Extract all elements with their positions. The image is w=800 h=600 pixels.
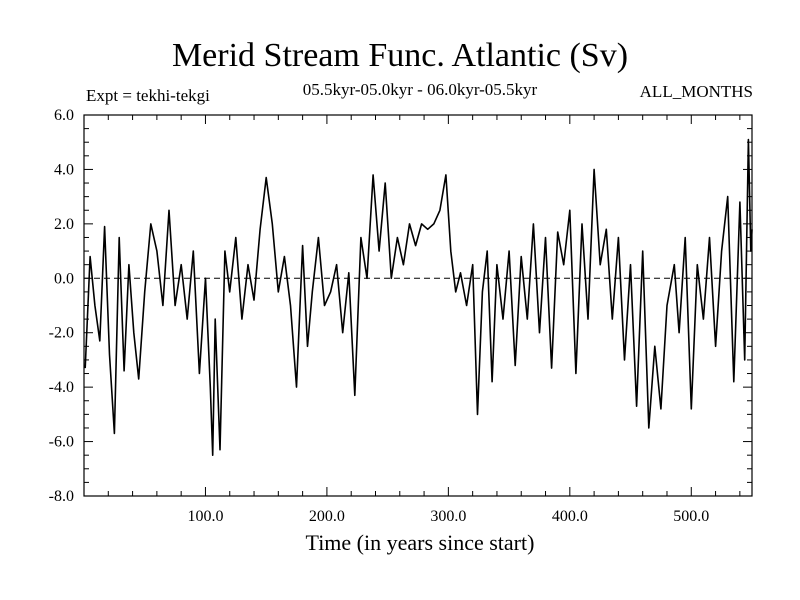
x-tick-label: 300.0 [430,508,466,525]
y-tick-label: -4.0 [49,379,74,396]
period-label: 05.5kyr-05.0kyr - 06.0kyr-05.5kyr [302,80,538,99]
y-tick-label: 4.0 [54,161,74,178]
y-tick-label: 2.0 [54,216,74,233]
y-axis: -8.0 -6.0 -4.0 -2.0 0.0 2.0 4.0 6.0 [49,107,752,505]
series-line [84,138,753,457]
x-tick-label: 100.0 [187,508,223,525]
x-tick-label: 200.0 [309,508,345,525]
y-tick-label: -2.0 [49,325,74,342]
plot-frame [83,114,753,497]
x-tick-label: 500.0 [673,508,709,525]
chart-title: Merid Stream Func. Atlantic (Sv) [171,37,629,74]
y-tick-label: 6.0 [54,107,74,124]
x-tick-label: 400.0 [552,508,588,525]
months-label: ALL_MONTHS [639,82,753,101]
y-tick-label: -8.0 [49,488,74,505]
x-axis-label: Time (in years since start) [306,530,535,555]
x-axis: 100.0 200.0 300.0 400.0 500.0 [107,115,741,525]
experiment-label: Expt = tekhi-tekgi [86,86,210,105]
y-tick-label: -6.0 [49,434,74,451]
y-tick-label: 0.0 [54,270,74,287]
